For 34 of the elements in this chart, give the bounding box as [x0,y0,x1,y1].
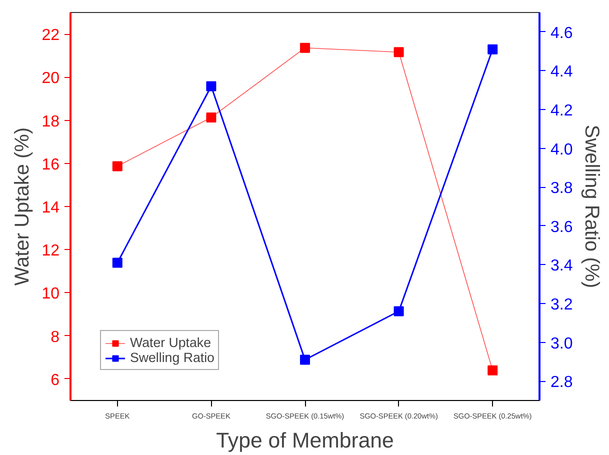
y2-tick-label: 4.0 [550,141,573,158]
point [300,42,310,53]
y-tick-label: 10 [42,286,60,303]
y-axis-title: Water Uptake (%) [12,127,34,286]
y-tick-label: 16 [42,156,60,174]
point [300,354,310,365]
point [112,258,122,268]
point [206,112,216,122]
y2-tick-label: 3.6 [550,218,573,236]
point [206,81,216,92]
y-tick-label: 14 [42,200,60,216]
y-tick-label: 6 [50,372,60,389]
y-tick-label: 18 [42,113,60,130]
y-tick-label: 12 [42,242,60,260]
y-tick-label: 20 [42,70,60,88]
point [112,161,122,172]
y2-tick-label: 3.0 [550,335,573,352]
y2-axis-title: Swelling Ratio (%) [580,124,603,288]
point [394,47,404,58]
y2-tick-label: 4.2 [550,102,573,120]
point [394,306,404,316]
y2-tick-label: 4.4 [550,64,573,81]
x-axis-title: Type of Membrane [216,428,394,452]
y-tick-label: 22 [42,27,60,44]
point [488,365,498,376]
y2-tick-label: 4.6 [550,24,573,42]
legend-label: Swelling Ratio [130,350,214,365]
y-tick-label: 8 [50,328,60,346]
y2-tick-label: 3.8 [550,180,573,198]
y2-tick-label: 2.8 [550,374,573,392]
y2-tick-label: 3.4 [550,258,573,275]
point [488,44,498,54]
y2-tick-label: 3.2 [550,296,573,314]
legend-label: Water Uptake [130,335,211,350]
